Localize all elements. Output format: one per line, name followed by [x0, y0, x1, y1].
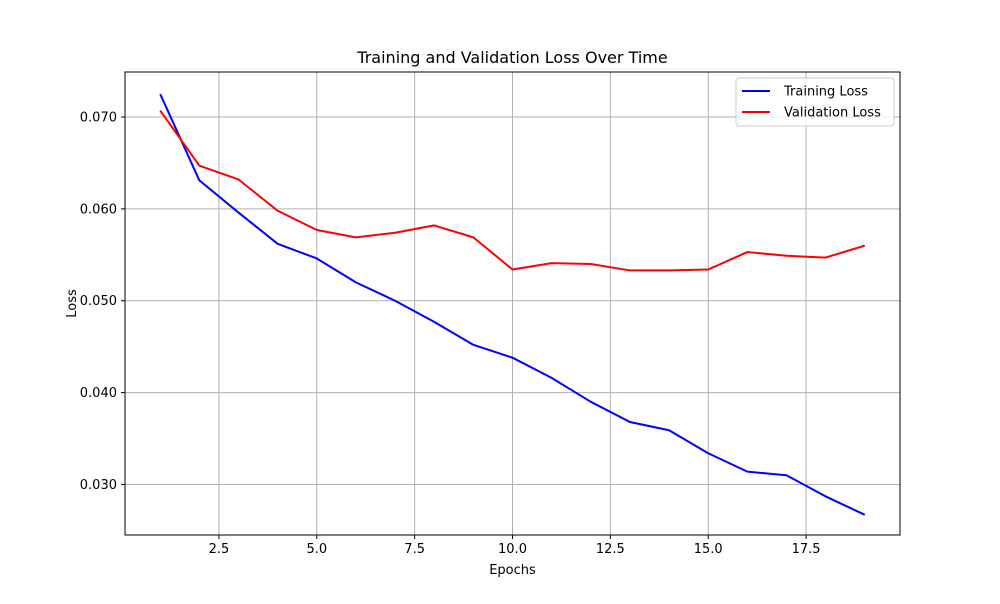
y-tick-label: 0.040 — [80, 386, 117, 401]
y-tick-label: 0.070 — [80, 111, 117, 126]
x-tick-label: 10.0 — [498, 542, 527, 557]
y-tick-label: 0.050 — [80, 294, 117, 309]
series-line-training-loss — [159, 93, 866, 516]
x-tick-label: 5.0 — [306, 542, 327, 557]
x-axis-label: Epochs — [489, 563, 536, 578]
legend-label-validation-loss: Validation Loss — [784, 106, 881, 121]
x-tick-label: 17.5 — [792, 542, 821, 557]
x-tick-label: 12.5 — [596, 542, 625, 557]
x-tick-label: 7.5 — [404, 542, 425, 557]
x-tick-label: 2.5 — [209, 542, 230, 557]
legend-label-training-loss: Training Loss — [783, 85, 868, 100]
grid-lines — [125, 72, 900, 535]
series-line-validation-loss — [159, 110, 866, 272]
axis-ticks: 2.5 5.0 7.5 10.0 12.5 15.0 17.5 0.030 0.040 0.050… — [80, 111, 821, 557]
legend-box — [735, 77, 895, 127]
chart-title: Training and Validation Loss Over Time — [356, 48, 667, 67]
y-axis-label: Loss — [65, 289, 80, 318]
x-tick-label: 15.0 — [694, 542, 723, 557]
series-lines — [159, 93, 866, 516]
y-tick-label: 0.060 — [80, 202, 117, 217]
y-tick-label: 0.030 — [80, 478, 117, 493]
legend: Training Loss Validation Loss — [735, 77, 895, 127]
